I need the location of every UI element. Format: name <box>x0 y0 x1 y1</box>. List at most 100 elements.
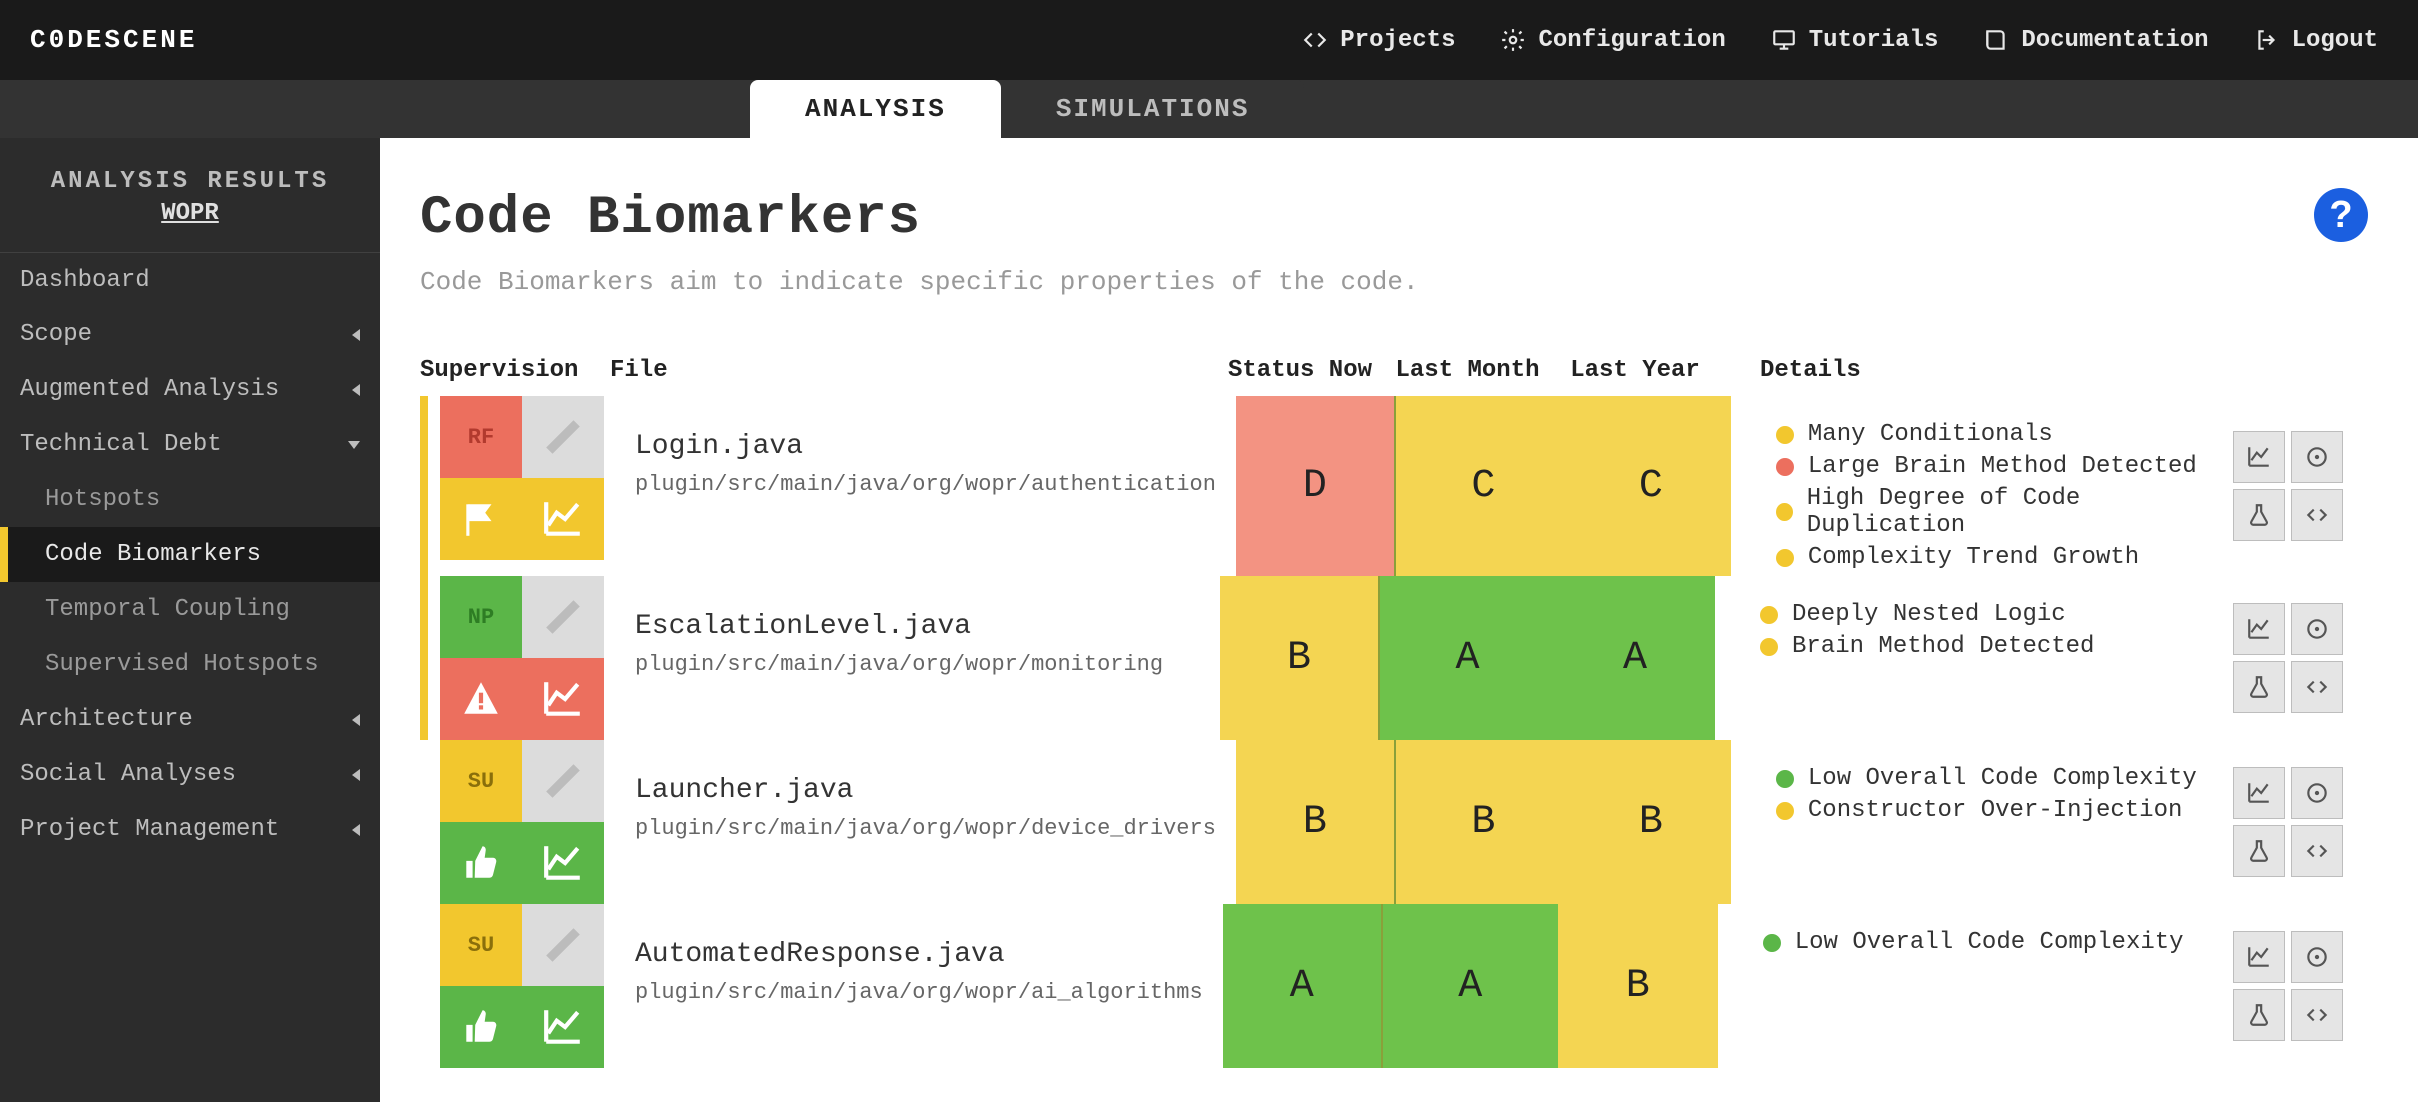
sidebar-project[interactable]: WOPR <box>20 200 360 227</box>
edit-icon[interactable] <box>522 904 604 986</box>
sidebar-item-social-analyses[interactable]: Social Analyses <box>0 747 380 802</box>
file-path: plugin/src/main/java/org/wopr/monitoring <box>635 652 1200 677</box>
details-cell: Low Overall Code Complexity <box>1718 904 2233 1068</box>
action-trend[interactable] <box>2233 431 2285 483</box>
edit-icon[interactable] <box>522 576 604 658</box>
detail-text: Large Brain Method Detected <box>1808 453 2197 480</box>
sidebar-item-project-management[interactable]: Project Management <box>0 802 380 857</box>
detail-item: Deeply Nested Logic <box>1760 601 2223 628</box>
action-code[interactable] <box>2291 989 2343 1041</box>
status-last-month: C <box>1396 396 1571 576</box>
sidebar-item-supervised-hotspots[interactable]: Supervised Hotspots <box>0 637 380 692</box>
sidebar-item-temporal-coupling[interactable]: Temporal Coupling <box>0 582 380 637</box>
file-name[interactable]: EscalationLevel.java <box>635 611 1200 642</box>
edit-icon[interactable] <box>522 396 604 478</box>
file-path: plugin/src/main/java/org/wopr/device_dri… <box>635 816 1216 841</box>
chevron-left-icon <box>352 329 360 341</box>
action-target[interactable] <box>2291 431 2343 483</box>
status-last-year: A <box>1555 576 1715 740</box>
severity-dot <box>1760 606 1778 624</box>
supervision-badge[interactable]: RF <box>440 396 522 478</box>
edit-icon[interactable] <box>522 740 604 822</box>
sidebar-item-augmented-analysis[interactable]: Augmented Analysis <box>0 362 380 417</box>
nav-logout[interactable]: Logout <box>2254 27 2378 54</box>
chart-icon[interactable] <box>522 658 604 740</box>
status-last-month: A <box>1380 576 1555 740</box>
detail-item: Constructor Over-Injection <box>1776 797 2223 824</box>
warn-icon[interactable] <box>440 658 522 740</box>
sidebar-item-label: Project Management <box>20 816 279 843</box>
details-cell: Deeply Nested Logic Brain Method Detected <box>1715 576 2233 740</box>
code-icon <box>1302 27 1328 53</box>
thumb-icon[interactable] <box>440 986 522 1068</box>
sidebar-item-label: Scope <box>20 321 92 348</box>
severity-dot <box>1776 458 1794 476</box>
file-path: plugin/src/main/java/org/wopr/authentica… <box>635 472 1216 497</box>
monitor-icon <box>1771 27 1797 53</box>
sidebar-item-scope[interactable]: Scope <box>0 307 380 362</box>
chart-icon[interactable] <box>522 478 604 560</box>
nav-documentation[interactable]: Documentation <box>1983 27 2208 54</box>
chevron-left-icon <box>352 769 360 781</box>
sidebar-item-architecture[interactable]: Architecture <box>0 692 380 747</box>
help-button[interactable]: ? <box>2314 188 2368 242</box>
action-target[interactable] <box>2291 767 2343 819</box>
sidebar-item-code-biomarkers[interactable]: Code Biomarkers <box>0 527 380 582</box>
chevron-down-icon <box>348 441 360 449</box>
file-name[interactable]: Login.java <box>635 431 1216 462</box>
sidebar-title: ANALYSIS RESULTS <box>20 168 360 195</box>
supervision-badge[interactable]: SU <box>440 904 522 986</box>
th-status-now: Status Now <box>1220 357 1380 384</box>
file-name[interactable]: Launcher.java <box>635 775 1216 806</box>
sidebar-item-label: Code Biomarkers <box>45 541 261 568</box>
severity-dot <box>1776 802 1794 820</box>
tab-simulations[interactable]: SIMULATIONS <box>1001 80 1305 138</box>
action-code[interactable] <box>2291 825 2343 877</box>
sidebar-item-label: Augmented Analysis <box>20 376 279 403</box>
action-trend[interactable] <box>2233 767 2285 819</box>
detail-text: Complexity Trend Growth <box>1808 544 2139 571</box>
table-row: NP EscalationLevel.java plugin/src/main/ja… <box>420 576 2378 740</box>
nav-projects[interactable]: Projects <box>1302 27 1455 54</box>
file-name[interactable]: AutomatedResponse.java <box>635 939 1203 970</box>
action-xray[interactable] <box>2233 489 2285 541</box>
flag-icon[interactable] <box>440 478 522 560</box>
action-target[interactable] <box>2291 603 2343 655</box>
sidebar-item-dashboard[interactable]: Dashboard <box>0 252 380 307</box>
detail-item: Complexity Trend Growth <box>1776 544 2223 571</box>
logo: C0DESCENE <box>30 25 197 55</box>
action-target[interactable] <box>2291 931 2343 983</box>
file-path: plugin/src/main/java/org/wopr/ai_algorit… <box>635 980 1203 1005</box>
details-cell: Low Overall Code ComplexityConstructor O… <box>1731 740 2233 904</box>
action-code[interactable] <box>2291 661 2343 713</box>
supervision-badge[interactable]: NP <box>440 576 522 658</box>
table-row: RF Login.java plugin/src/main/java/org/wop… <box>420 396 2378 576</box>
severity-dot <box>1776 426 1794 444</box>
supervision-badge[interactable]: SU <box>440 740 522 822</box>
status-last-month: A <box>1383 904 1558 1068</box>
chevron-left-icon <box>352 714 360 726</box>
action-code[interactable] <box>2291 489 2343 541</box>
action-xray[interactable] <box>2233 989 2285 1041</box>
action-xray[interactable] <box>2233 825 2285 877</box>
detail-item: Large Brain Method Detected <box>1776 453 2223 480</box>
chart-icon[interactable] <box>522 822 604 904</box>
action-xray[interactable] <box>2233 661 2285 713</box>
action-trend[interactable] <box>2233 603 2285 655</box>
nav-logout-label: Logout <box>2292 27 2378 54</box>
tab-analysis[interactable]: ANALYSIS <box>750 80 1001 138</box>
detail-item: Low Overall Code Complexity <box>1763 929 2223 956</box>
nav-documentation-label: Documentation <box>2021 27 2208 54</box>
detail-text: Many Conditionals <box>1808 421 2053 448</box>
sidebar-item-hotspots[interactable]: Hotspots <box>0 472 380 527</box>
sidebar-item-technical-debt[interactable]: Technical Debt <box>0 417 380 472</box>
chart-icon[interactable] <box>522 986 604 1068</box>
nav-tutorials[interactable]: Tutorials <box>1771 27 1939 54</box>
status-now: A <box>1223 904 1383 1068</box>
thumb-icon[interactable] <box>440 822 522 904</box>
nav-configuration[interactable]: Configuration <box>1500 27 1725 54</box>
detail-item: Brain Method Detected <box>1760 633 2223 660</box>
action-trend[interactable] <box>2233 931 2285 983</box>
sidebar-item-label: Temporal Coupling <box>45 596 290 623</box>
biomarkers-table: Supervision File Status Now Last Month L… <box>420 357 2378 1068</box>
